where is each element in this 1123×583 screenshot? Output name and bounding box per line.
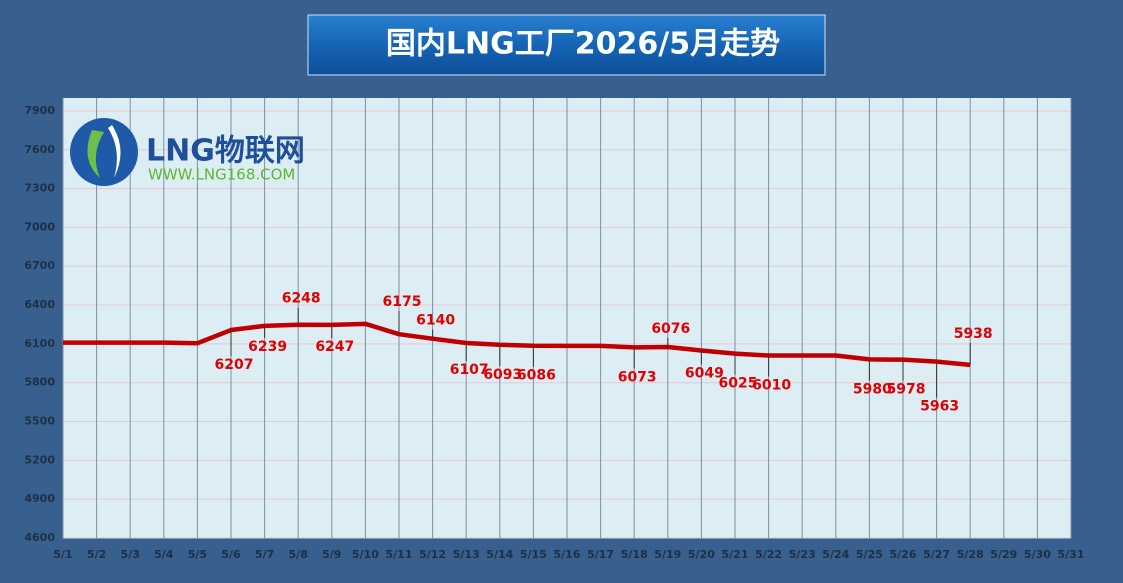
x-tick-label: 5/28 (957, 548, 984, 561)
x-tick-label: 5/23 (789, 548, 816, 561)
y-tick-label: 6700 (24, 259, 55, 272)
x-tick-label: 5/20 (688, 548, 715, 561)
x-tick-label: 5/22 (755, 548, 782, 561)
x-tick-label: 5/31 (1058, 548, 1085, 561)
logo-leaf (108, 125, 121, 178)
data-label: 6175 (383, 294, 422, 310)
x-tick-label: 5/9 (322, 548, 341, 561)
data-label: 5978 (887, 382, 926, 398)
y-tick-label: 5200 (24, 453, 55, 466)
data-label: 6010 (752, 378, 791, 394)
logo-icon (70, 118, 138, 186)
x-tick-label: 5/18 (621, 548, 648, 561)
x-tick-label: 5/15 (520, 548, 547, 561)
x-tick-label: 5/12 (419, 548, 446, 561)
x-tick-label: 5/21 (722, 548, 749, 561)
x-tick-label: 5/10 (352, 548, 379, 561)
logo: LNG物联网 WWW.LNG168.COM (70, 118, 305, 186)
x-tick-label: 5/26 (890, 548, 917, 561)
data-label: 6247 (315, 339, 354, 355)
x-tick-label: 5/4 (154, 548, 174, 561)
y-tick-label: 6400 (24, 298, 55, 311)
logo-leaf (87, 130, 104, 178)
x-tick-label: 5/7 (255, 548, 274, 561)
x-tick-label: 5/19 (654, 548, 681, 561)
y-tick-label: 7900 (24, 104, 55, 117)
data-label: 6049 (685, 365, 724, 381)
x-tick-label: 5/13 (453, 548, 480, 561)
data-label: 6239 (248, 339, 287, 355)
x-tick-label: 5/27 (923, 548, 950, 561)
x-tick-label: 5/5 (188, 548, 207, 561)
x-tick-label: 5/11 (386, 548, 413, 561)
data-label: 5980 (853, 381, 892, 397)
data-label: 6076 (651, 321, 690, 337)
title-box (307, 14, 826, 76)
data-label: 6093 (483, 367, 522, 383)
data-label: 6107 (450, 362, 489, 378)
y-tick-label: 7600 (24, 143, 55, 156)
x-tick-label: 5/3 (121, 548, 140, 561)
x-tick-label: 5/2 (87, 548, 106, 561)
logo-name: LNG物联网 (146, 134, 305, 169)
y-tick-label: 5500 (24, 415, 55, 428)
data-label: 6140 (416, 313, 455, 329)
x-tick-label: 5/6 (221, 548, 241, 561)
y-tick-label: 4900 (24, 492, 55, 505)
chart-title: 国内LNG工厂2026/5月走势 (386, 27, 780, 62)
y-tick-label: 5800 (24, 376, 55, 389)
x-tick-label: 5/14 (486, 548, 513, 561)
x-tick-label: 5/29 (990, 548, 1017, 561)
data-label: 6073 (618, 369, 657, 385)
data-label: 5938 (954, 326, 993, 342)
data-label: 6248 (282, 291, 321, 307)
data-label: 6025 (719, 376, 758, 392)
x-tick-label: 5/1 (53, 548, 72, 561)
x-tick-label: 5/8 (289, 548, 308, 561)
x-tick-label: 5/17 (587, 548, 614, 561)
logo-url: WWW.LNG168.COM (148, 166, 295, 184)
x-tick-label: 5/25 (856, 548, 883, 561)
x-tick-label: 5/30 (1024, 548, 1051, 561)
data-label: 6207 (215, 357, 254, 373)
data-label: 5963 (920, 399, 959, 415)
x-tick-label: 5/24 (822, 548, 849, 561)
line (63, 321, 971, 368)
y-tick-label: 4600 (24, 531, 55, 544)
y-tick-label: 6100 (24, 337, 55, 350)
data-label: 6086 (517, 368, 556, 384)
x-tick-label: 5/16 (554, 548, 581, 561)
y-tick-label: 7300 (24, 182, 55, 195)
y-tick-label: 7000 (24, 220, 55, 233)
